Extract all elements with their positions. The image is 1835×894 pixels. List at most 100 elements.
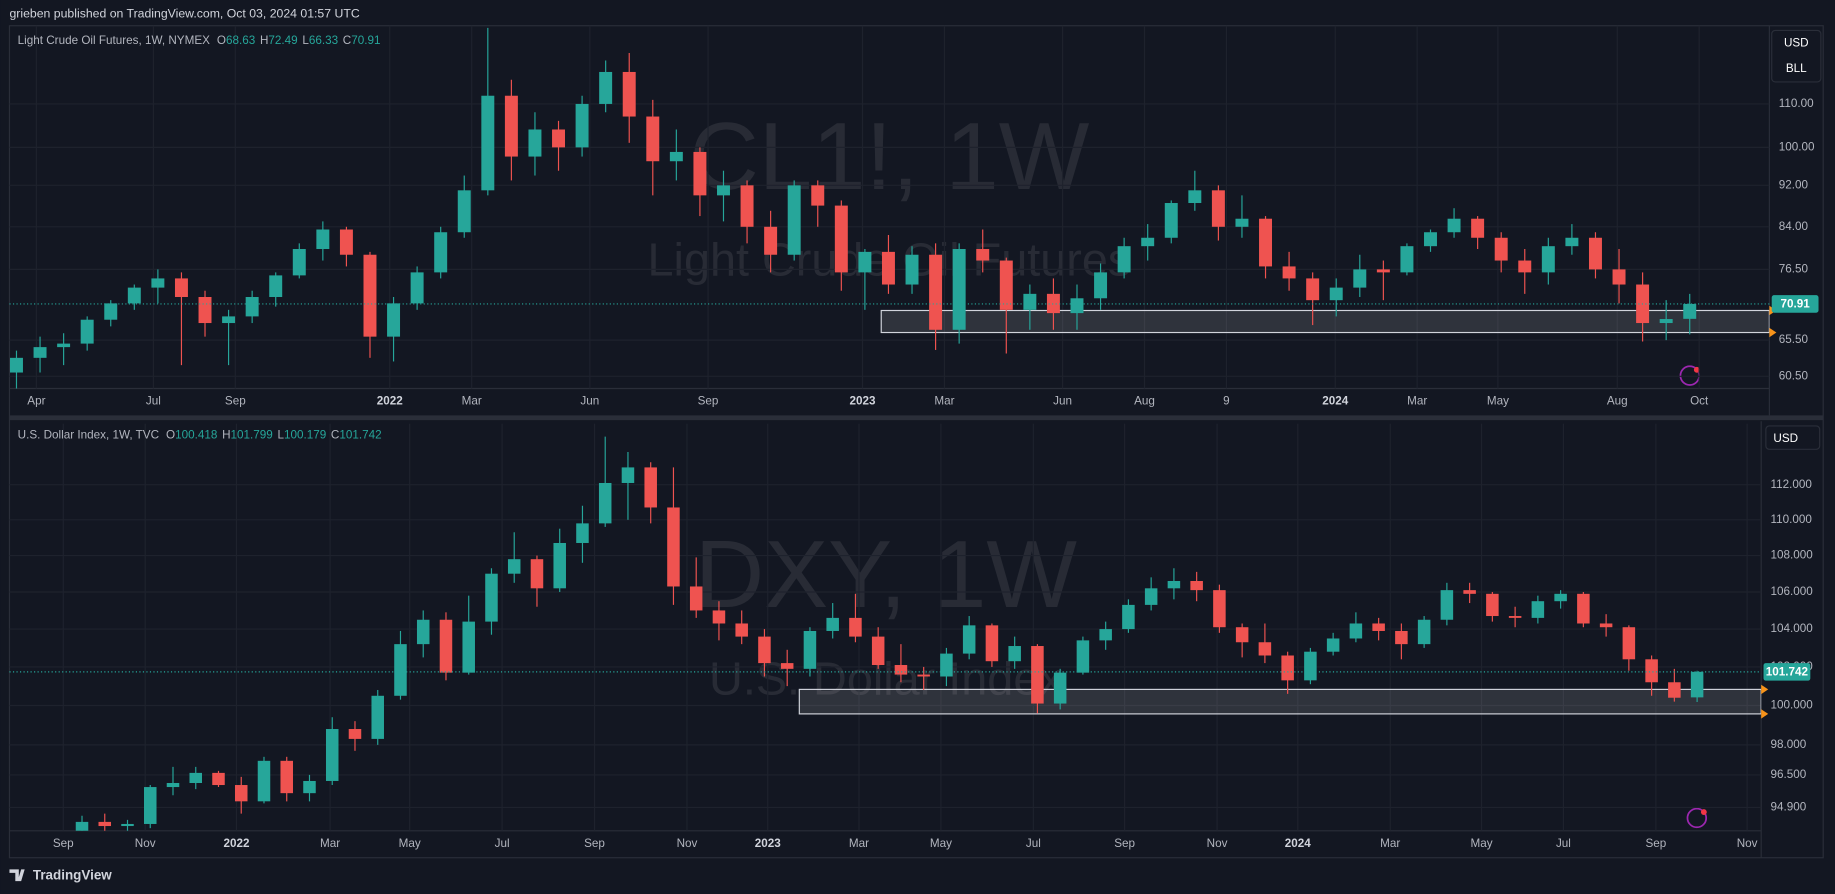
candle-body — [575, 103, 589, 148]
scale-buttons[interactable] — [1771, 29, 1822, 83]
candle-body — [894, 665, 908, 675]
time-label: 2022 — [377, 394, 404, 407]
candle-body — [166, 782, 180, 788]
candle-body — [1211, 190, 1225, 227]
candle-body — [1167, 580, 1181, 589]
candle-body — [280, 760, 293, 794]
currency-button: USD — [1784, 36, 1809, 49]
y-tick-label: 106.000 — [1771, 585, 1814, 598]
time-label: May — [399, 837, 421, 850]
time-label: Oct — [1690, 394, 1709, 407]
time-label: May — [1470, 837, 1492, 850]
candle-body — [1683, 303, 1697, 319]
candle-body — [1494, 237, 1508, 261]
ohlc-key: O — [166, 428, 175, 441]
y-tick-label: 76.50 — [1779, 262, 1809, 275]
candle-body — [1306, 278, 1320, 301]
candle-body — [481, 95, 495, 191]
candle-body — [316, 229, 330, 250]
watermark: CL1!, 1W — [689, 103, 1089, 210]
candle-body — [999, 260, 1013, 310]
candle-body — [940, 653, 953, 677]
zone-marker — [1761, 684, 1769, 695]
candle-body — [1463, 590, 1476, 594]
candle-body — [530, 559, 544, 589]
candle-body — [212, 772, 225, 786]
candle-body — [740, 185, 754, 227]
y-tick-label: 110.000 — [1771, 513, 1813, 526]
last-price-label: 101.742 — [1766, 666, 1809, 679]
scale-button[interactable] — [1765, 425, 1821, 450]
candle-body — [462, 621, 475, 673]
y-tick-label: 96.500 — [1771, 768, 1807, 781]
candle-body — [80, 319, 94, 344]
candle-body — [1076, 640, 1090, 673]
candle-body — [1417, 619, 1431, 645]
time-label: Jul — [495, 837, 510, 850]
y-tick-label: 65.50 — [1779, 333, 1809, 346]
plot-area: DXY, 1WU.S. Dollar Index — [9, 423, 1762, 831]
candle-body — [457, 190, 471, 233]
y-tick-label: 84.00 — [1779, 220, 1809, 233]
ohlc-value: 72.49 — [268, 34, 297, 47]
time-label: 2022 — [223, 837, 250, 850]
time-label: Sep — [584, 837, 605, 850]
candle-body — [269, 275, 283, 298]
tradingview-logo: TradingView — [9, 867, 112, 882]
time-label: Aug — [1134, 394, 1155, 407]
candle-body — [387, 303, 401, 337]
candle-body — [416, 619, 430, 645]
candle-body — [1144, 588, 1158, 605]
time-label: Sep — [698, 394, 719, 407]
candle-body — [811, 185, 825, 206]
time-label: May — [1487, 394, 1509, 407]
y-tick-label: 100.000 — [1771, 699, 1814, 712]
candle-body — [834, 205, 848, 273]
time-label: Nov — [1207, 837, 1228, 850]
candle-body — [576, 523, 589, 543]
candle-body — [962, 625, 976, 654]
candle-body — [1395, 630, 1408, 645]
candle-body — [1376, 269, 1390, 273]
candle-body — [1329, 287, 1343, 301]
candle-body — [174, 278, 188, 298]
series-legend: Light Crude Oil Futures, 1W, NYMEX O68.63… — [18, 34, 381, 47]
ohlc-value: 101.799 — [231, 428, 273, 441]
candle-body — [1668, 682, 1681, 698]
y-tick-label: 98.000 — [1771, 738, 1807, 751]
alert-icon[interactable] — [1686, 807, 1708, 829]
candle-body — [1188, 190, 1202, 204]
candle-body — [1008, 646, 1021, 662]
currency-button: USD — [1773, 432, 1798, 445]
time-label: Nov — [677, 837, 698, 850]
candle-body — [552, 129, 566, 148]
candle-body — [758, 636, 771, 664]
ohlc-key: H — [222, 428, 230, 441]
time-label: 2024 — [1285, 837, 1312, 850]
candle-body — [371, 695, 384, 739]
last-price-tag — [1763, 663, 1811, 681]
candle-body — [1099, 629, 1112, 641]
candle-body — [622, 71, 636, 117]
series-title: U.S. Dollar Index, 1W, TVC — [18, 428, 159, 441]
candle-body — [257, 760, 271, 802]
ohlc-value: 68.63 — [226, 34, 255, 47]
candle-body — [1053, 672, 1067, 704]
candle-body — [599, 71, 613, 104]
candle-body — [1258, 642, 1272, 656]
candle-body — [363, 254, 377, 337]
ohlc-key: C — [331, 428, 339, 441]
candle-body — [849, 617, 862, 637]
candle-body — [644, 467, 657, 508]
candle-body — [871, 636, 885, 666]
candle-body — [917, 674, 930, 677]
candle-body — [735, 623, 748, 637]
time-label: 9 — [1223, 394, 1230, 407]
series-legend: U.S. Dollar Index, 1W, TVC O100.418 H101.7… — [18, 428, 382, 441]
candle-body — [1213, 590, 1226, 628]
time-label: Aug — [1607, 394, 1628, 407]
time-label: Jul — [146, 394, 161, 407]
last-price-label: 70.91 — [1780, 298, 1810, 311]
candle-body — [504, 95, 518, 157]
